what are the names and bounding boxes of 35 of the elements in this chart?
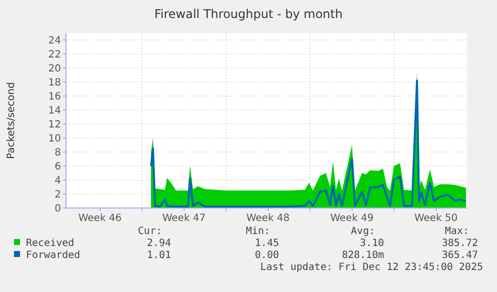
text: 828.10m xyxy=(342,250,384,261)
x-tick-label: Week 47 xyxy=(162,213,206,224)
y-tick-label: 12 xyxy=(48,120,61,130)
y-tick-label: 0 xyxy=(54,204,61,214)
y-tick-label: 18 xyxy=(48,78,61,88)
text: Avg: xyxy=(350,226,375,237)
x-tick-label: Week 49 xyxy=(330,213,374,224)
text: Min: xyxy=(246,226,270,237)
text: 2.94 xyxy=(146,238,171,249)
y-tick-label: 4 xyxy=(54,176,61,186)
legend-label: Received xyxy=(26,238,74,249)
text: 1.01 xyxy=(146,250,171,261)
y-tick-label: 14 xyxy=(48,106,61,116)
x-tick-label: Week 50 xyxy=(414,213,458,224)
text: Max: xyxy=(444,226,469,237)
chart-title: Firewall Throughput - by month xyxy=(154,7,343,21)
y-tick-label: 16 xyxy=(48,92,61,102)
text: 385.72 xyxy=(442,238,478,249)
y-tick-label: 6 xyxy=(54,162,61,172)
x-tick-label: Week 46 xyxy=(78,213,122,224)
y-tick-label: 20 xyxy=(48,64,61,74)
y-tick-label: 8 xyxy=(54,148,61,158)
y-tick-label: 24 xyxy=(48,36,61,46)
text: 3.10 xyxy=(360,238,384,249)
legend-label: Forwarded xyxy=(26,250,80,261)
text: Cur: xyxy=(138,226,162,237)
x-tick-label: Week 48 xyxy=(246,213,290,224)
text: 365.47 xyxy=(442,250,478,261)
y-axis-title: Packets/second xyxy=(6,82,17,159)
y-tick-label: 22 xyxy=(48,50,61,60)
text: Last update: Fri Dec 12 23:45:00 2025 xyxy=(260,262,483,273)
y-tick-label: 2 xyxy=(54,190,61,200)
text: 0.00 xyxy=(254,250,279,261)
y-tick-label: 10 xyxy=(48,134,61,144)
text: 1.45 xyxy=(254,238,279,249)
